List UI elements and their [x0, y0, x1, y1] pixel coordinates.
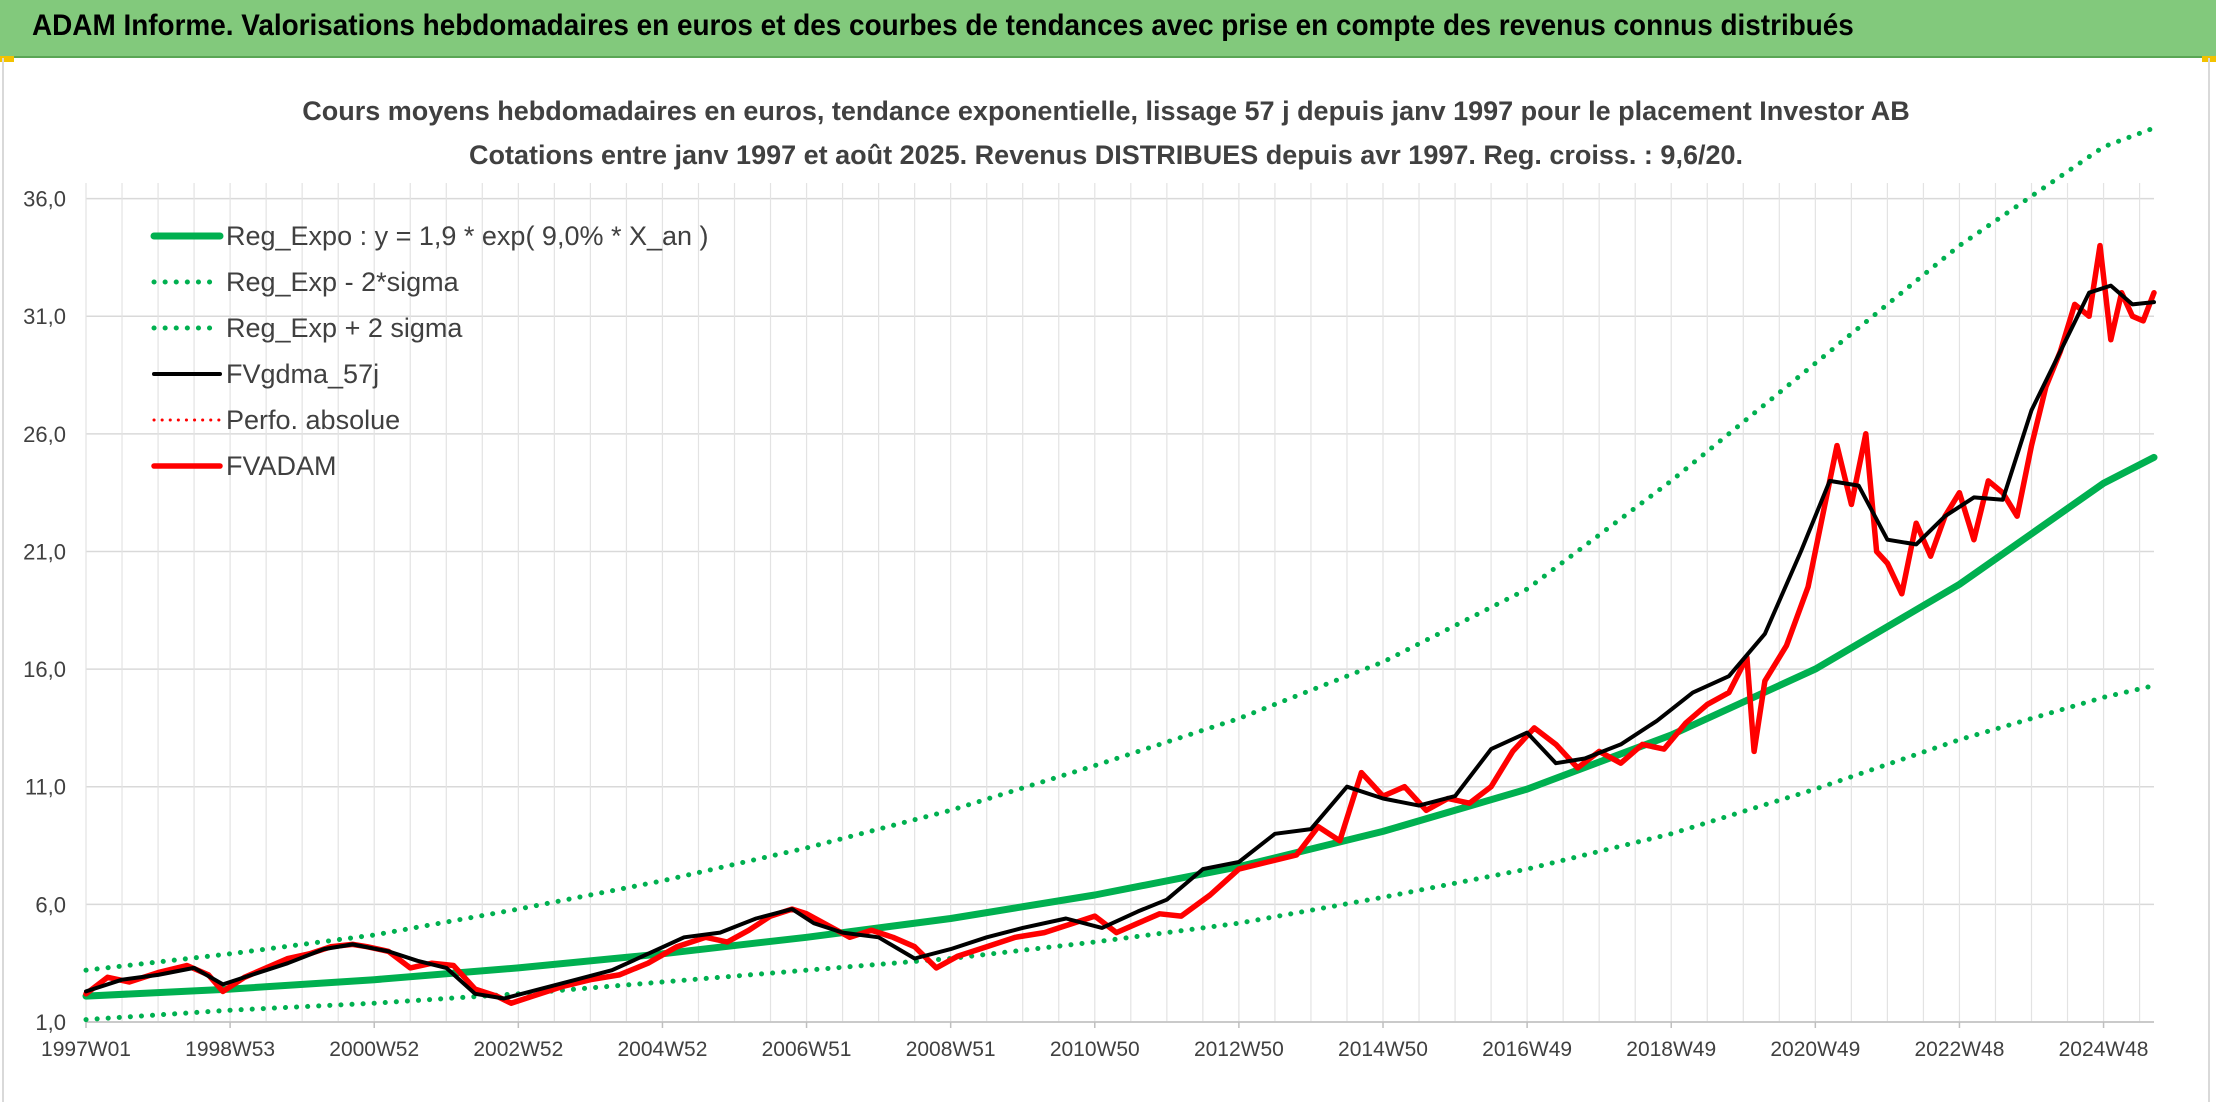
series [82, 125, 2158, 1023]
x-tick-label: 1997W01 [41, 1038, 131, 1061]
y-tick-label: 16,0 [23, 657, 66, 682]
x-tick-label: 2016W49 [1482, 1038, 1572, 1061]
x-tick-label: 2002W52 [473, 1038, 563, 1061]
y-tick-label: 11,0 [25, 775, 66, 800]
x-tick-label: 2022W48 [1914, 1038, 2004, 1061]
x-tick-label: 1998W53 [185, 1038, 275, 1061]
x-tick-label: 2018W49 [1626, 1038, 1716, 1061]
legend-label: FVADAM [226, 451, 337, 481]
legend-label: FVgdma_57j [226, 359, 379, 389]
x-tick-label: 2000W52 [329, 1038, 419, 1061]
legend-label: Reg_Exp - 2*sigma [226, 267, 460, 297]
x-tick-label: 2014W50 [1338, 1038, 1428, 1061]
x-tick-label: 2010W50 [1050, 1038, 1140, 1061]
y-tick-label: 31,0 [23, 304, 66, 329]
series-line-5 [83, 242, 2157, 1006]
chart-frame: Cours moyens hebdomadaires en euros, ten… [2, 58, 2210, 1102]
x-tick-label: 2012W50 [1194, 1038, 1284, 1061]
grid [85, 183, 2154, 1023]
x-axis-ticks: 1997W01 1998W53 2000W52 2002W52 2004W52 2006W… [41, 1022, 2149, 1061]
chart-subtitle: Cotations entre janv 1997 et août 2025. … [469, 140, 1743, 170]
series-line-0 [82, 453, 2158, 1000]
series-line-3 [84, 283, 2156, 1001]
line-chart: Cours moyens hebdomadaires en euros, ten… [23, 96, 2158, 1061]
x-tick-label: 2004W52 [617, 1038, 707, 1061]
legend-label: Reg_Expo : y = 1,9 * exp( 9,0% * X_an ) [226, 221, 709, 251]
legend-label: Reg_Exp + 2 sigma [226, 313, 463, 343]
legend: Reg_Expo : y = 1,9 * exp( 9,0% * X_an ) R… [150, 221, 709, 481]
y-tick-label: 36,0 [23, 187, 66, 212]
y-tick-label: 21,0 [23, 539, 66, 564]
chart-title: Cours moyens hebdomadaires en euros, ten… [302, 96, 1910, 126]
series-line-1 [83, 683, 2157, 1023]
y-tick-label: 26,0 [23, 422, 66, 447]
page-title: ADAM Informe. Valorisations hebdomadaire… [32, 9, 1854, 42]
series-line-2 [83, 125, 2157, 973]
x-tick-label: 2024W48 [2059, 1038, 2149, 1061]
y-tick-label: 1,0 [35, 1010, 66, 1035]
legend-label: Perfo. absolue [226, 405, 400, 435]
x-tick-label: 2008W51 [906, 1038, 996, 1061]
header-banner: ADAM Informe. Valorisations hebdomadaire… [0, 0, 2216, 58]
y-axis-ticks: 1,0 6,0 11,0 16,0 21,0 26,0 31,0 36,0 [23, 187, 66, 1035]
x-tick-label: 2020W49 [1770, 1038, 1860, 1061]
x-tick-label: 2006W51 [762, 1038, 852, 1061]
corner-accent-left [0, 56, 14, 62]
y-tick-label: 6,0 [35, 892, 66, 917]
